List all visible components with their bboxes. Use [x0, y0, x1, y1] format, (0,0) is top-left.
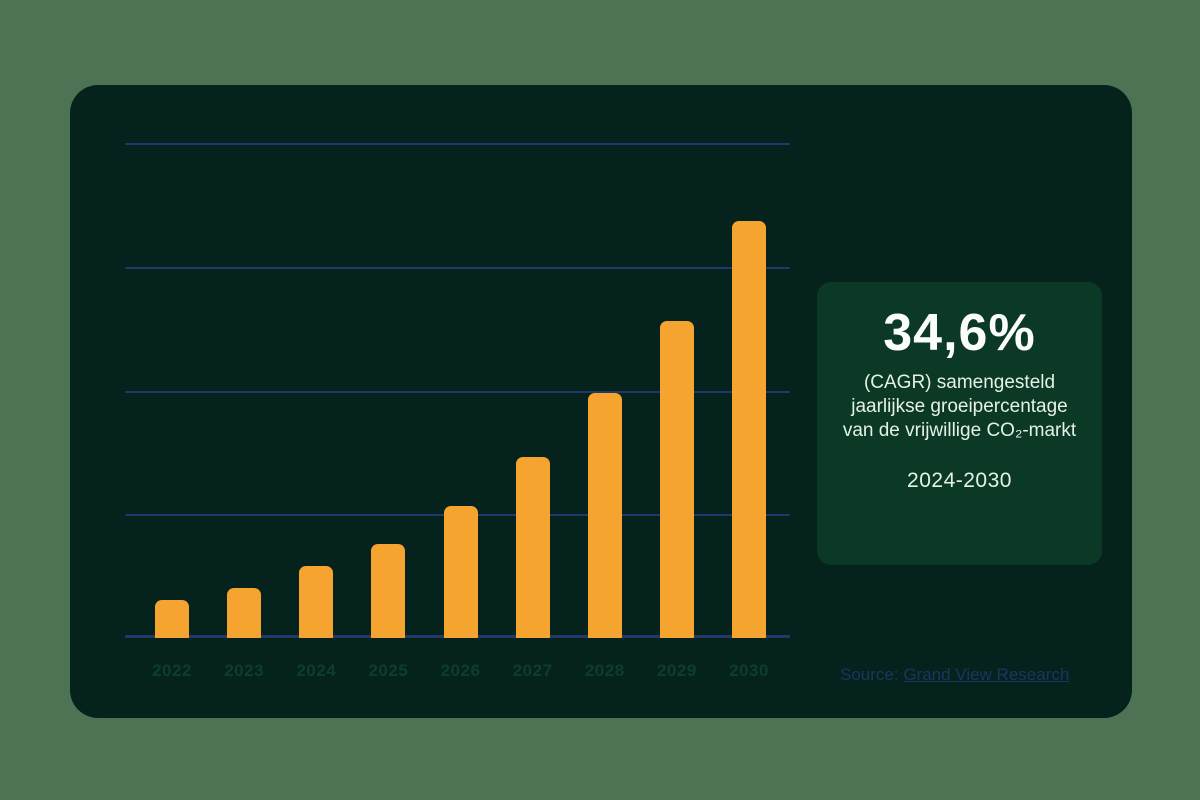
- x-axis-labels: 2022 2023 2024 2025 2026 2027 2028 2029 2030: [125, 661, 790, 681]
- chart-panel: 2022 2023 2024 2025 2026 2027 2028 2029 2030 34,…: [70, 85, 1132, 718]
- cagr-callout-card: 34,6% (CAGR) samengesteld jaarlijkse gro…: [817, 282, 1102, 565]
- bar-2029: [659, 321, 694, 638]
- x-axis-label: 2026: [440, 661, 481, 680]
- gridline: [125, 143, 790, 145]
- source-prefix: Source:: [840, 665, 904, 684]
- x-axis-label: 2024: [296, 661, 337, 680]
- x-axis-label: 2022: [152, 661, 192, 680]
- x-axis-label: 2025: [368, 661, 409, 680]
- x-axis-label-slot: 2026: [440, 661, 481, 681]
- x-axis-label-slot: 2024: [296, 661, 337, 681]
- cagr-description: (CAGR) samengesteld jaarlijkse groeiperc…: [842, 371, 1077, 441]
- bar-2028: [587, 392, 622, 638]
- bar-2026: [443, 505, 478, 638]
- cagr-period: 2024-2030: [907, 468, 1012, 492]
- x-axis-label-slot: 2027: [512, 661, 553, 681]
- gridline: [125, 390, 790, 393]
- plot-area: [125, 143, 790, 638]
- x-axis-label-slot: 2030: [729, 661, 769, 681]
- bar-2025: [371, 543, 406, 638]
- bar-2023: [227, 588, 262, 638]
- source-line: Source: Grand View Research: [840, 665, 1069, 685]
- source-link[interactable]: Grand View Research: [903, 665, 1070, 684]
- x-axis-label-slot: 2029: [656, 661, 697, 681]
- x-axis-label: 2028: [584, 661, 625, 680]
- cagr-value: 34,6%: [883, 304, 1036, 362]
- x-axis-label: 2027: [512, 661, 553, 680]
- x-axis-label: 2023: [224, 661, 265, 680]
- bar-2024: [299, 566, 334, 638]
- x-axis-label-slot: 2028: [584, 661, 625, 681]
- bar-2022: [155, 599, 189, 638]
- bar-2030: [732, 221, 766, 638]
- x-axis-label: 2030: [729, 661, 769, 680]
- gridline: [125, 266, 790, 269]
- x-axis-label-slot: 2025: [368, 661, 409, 681]
- x-axis-label-slot: 2023: [224, 661, 265, 681]
- x-axis-label-slot: 2022: [152, 661, 192, 681]
- x-axis-label: 2029: [656, 661, 697, 680]
- bar-2027: [515, 456, 550, 638]
